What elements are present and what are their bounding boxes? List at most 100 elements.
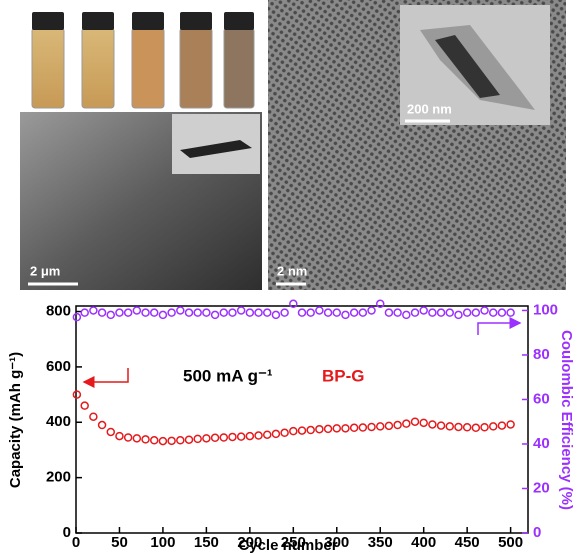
axis-arrow [478, 323, 520, 335]
data-point [333, 425, 340, 432]
data-point [81, 309, 88, 316]
y-tick-label: 400 [46, 413, 71, 430]
data-point [246, 309, 253, 316]
y-tick-label: 200 [46, 469, 71, 486]
data-point [246, 433, 253, 440]
data-point [168, 309, 175, 316]
data-point [316, 426, 323, 433]
annotation: 500 mA g⁻¹ [183, 366, 273, 385]
data-point [99, 422, 106, 429]
data-point [264, 431, 271, 438]
data-point [385, 422, 392, 429]
data-point [481, 424, 488, 431]
data-point [203, 309, 210, 316]
x-tick-label: 0 [72, 534, 80, 551]
data-point [342, 311, 349, 318]
data-point [299, 309, 306, 316]
data-point [420, 307, 427, 314]
scale-bar-label: 2 nm [277, 263, 307, 278]
data-point [90, 307, 97, 314]
x-tick-label: 250 [281, 534, 306, 551]
data-point [73, 314, 80, 321]
y2-axis-label: Coulombic Efficiency (%) [558, 330, 575, 510]
data-point [498, 422, 505, 429]
data-point [73, 391, 80, 398]
data-point [342, 425, 349, 432]
data-point [507, 421, 514, 428]
scale-bar-label: 200 nm [407, 101, 452, 116]
data-point [333, 309, 340, 316]
data-point [316, 307, 323, 314]
data-point [229, 309, 236, 316]
data-point [159, 311, 166, 318]
data-point [194, 309, 201, 316]
data-point [290, 428, 297, 435]
data-point [203, 435, 210, 442]
data-point [142, 436, 149, 443]
data-point [264, 309, 271, 316]
data-point [125, 309, 132, 316]
data-point [168, 437, 175, 444]
y-tick-label: 800 [46, 303, 71, 320]
data-point [177, 307, 184, 314]
data-point [307, 427, 314, 434]
x-tick-label: 200 [237, 534, 262, 551]
data-point [99, 309, 106, 316]
data-point [490, 309, 497, 316]
data-point [325, 425, 332, 432]
data-point [429, 309, 436, 316]
data-point [490, 423, 497, 430]
data-point [177, 437, 184, 444]
data-point [325, 309, 332, 316]
data-point [412, 418, 419, 425]
y2-tick-label: 40 [533, 435, 550, 452]
data-point [186, 309, 193, 316]
data-point [116, 433, 123, 440]
data-point [229, 433, 236, 440]
data-point [351, 424, 358, 431]
data-point [420, 419, 427, 426]
data-point [186, 436, 193, 443]
x-tick-label: 400 [411, 534, 436, 551]
y-tick-label: 600 [46, 358, 71, 375]
x-tick-label: 450 [455, 534, 480, 551]
axis-arrow [84, 368, 128, 382]
data-point [151, 437, 158, 444]
data-point [394, 422, 401, 429]
data-point [446, 309, 453, 316]
data-point [464, 424, 471, 431]
y2-tick-label: 80 [533, 346, 550, 363]
y-tick-label: 0 [63, 524, 71, 541]
data-point [133, 435, 140, 442]
x-tick-label: 100 [150, 534, 175, 551]
data-point [116, 309, 123, 316]
data-point [368, 307, 375, 314]
data-point [281, 309, 288, 316]
data-point [455, 311, 462, 318]
y-axis-label: Capacity (mAh g⁻¹) [7, 352, 24, 488]
tem-image: 200 nm 2 nm [268, 0, 566, 290]
data-point [438, 309, 445, 316]
x-tick-label: 350 [368, 534, 393, 551]
data-point [81, 402, 88, 409]
y2-tick-label: 100 [533, 301, 558, 318]
data-point [507, 309, 514, 316]
data-point [238, 433, 245, 440]
data-point [403, 420, 410, 427]
data-point [220, 309, 227, 316]
x-tick-label: 150 [194, 534, 219, 551]
data-point [299, 427, 306, 434]
data-point [212, 311, 219, 318]
data-point [159, 438, 166, 445]
data-point [238, 307, 245, 314]
data-point [151, 309, 158, 316]
data-point [212, 434, 219, 441]
y2-tick-label: 60 [533, 390, 550, 407]
annotation: BP-G [322, 366, 365, 385]
data-point [142, 309, 149, 316]
data-point [368, 423, 375, 430]
data-point [359, 424, 366, 431]
data-point [377, 423, 384, 430]
data-point [107, 311, 114, 318]
data-point [472, 424, 479, 431]
